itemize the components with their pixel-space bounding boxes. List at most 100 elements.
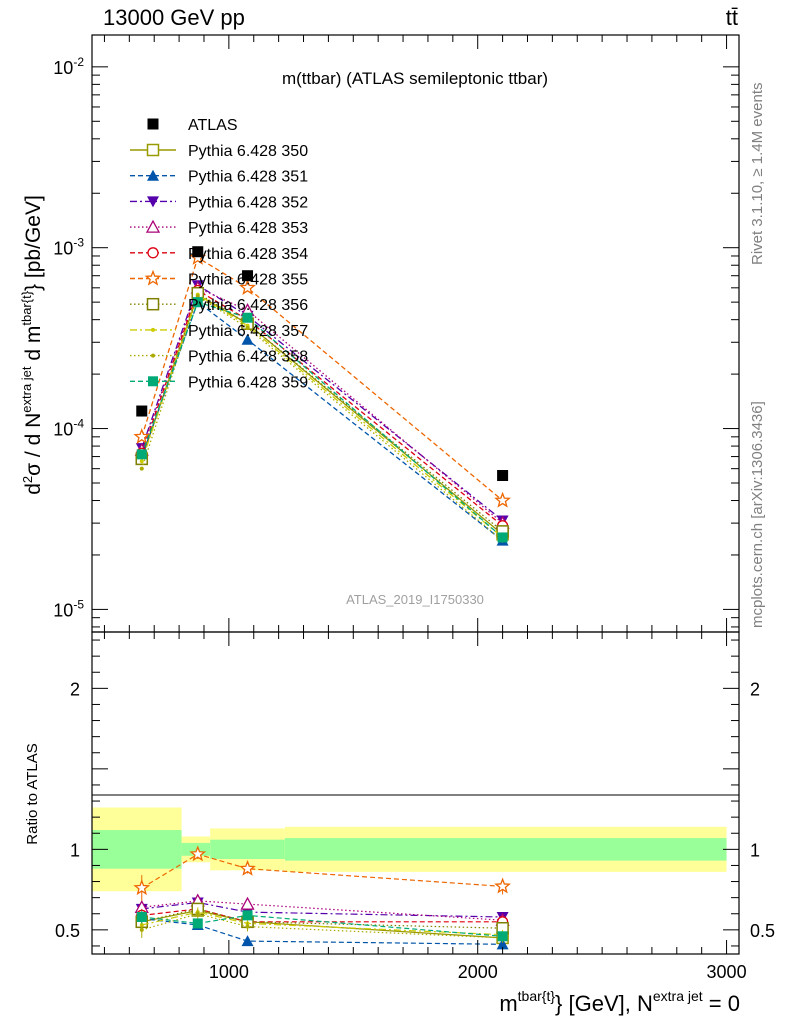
ratio-point-9-3: [497, 931, 508, 942]
axes-layer: 1000 2000 3000 10-5 10-4 10-3 10-2 0.5 0.5 1 1 2 2: [53, 35, 775, 982]
main-series-layer: [133, 246, 511, 546]
header-left: 13000 GeV pp: [103, 5, 245, 30]
x-tick-label-3000: 3000: [707, 962, 747, 982]
legend-label-6: Pythia 6.428 356: [188, 297, 308, 314]
ratio-series-line-5: [141, 853, 503, 889]
ratio-ytick-label-right-0.5: 0.5: [750, 921, 775, 941]
ratio-point-5-3: [494, 877, 511, 894]
legend-marker-atlas: [147, 118, 159, 130]
ratio-series-layer: [133, 845, 511, 950]
main-title: m(ttbar) (ATLAS semileptonic ttbar): [282, 69, 548, 88]
legend-item-3: Pythia 6.428 353: [130, 219, 308, 237]
main-series-line-9: [141, 301, 504, 538]
main-ytick-label--3: 10-3: [53, 236, 84, 259]
main-point-8-0: [139, 466, 144, 471]
ratio-series-5: [133, 845, 511, 901]
ratio-point-8-1: [195, 911, 200, 916]
main-point-9-2: [242, 312, 253, 323]
main-series-line-3: [141, 286, 504, 524]
atlas-data-point-1: [192, 246, 204, 258]
legend-label-0: Pythia 6.428 350: [188, 143, 308, 160]
legend-marker-8: [151, 353, 155, 358]
ratio-series-line-3: [141, 900, 503, 921]
ratio-series-line-6: [141, 908, 503, 929]
ratio-series-line-2: [141, 901, 503, 918]
ratio-point-8-0: [139, 927, 144, 932]
main-point-7-0: [139, 459, 144, 464]
legend-label-3: Pythia 6.428 353: [188, 220, 308, 237]
ratio-series-line-9: [141, 914, 503, 937]
legend-marker-0: [146, 143, 160, 157]
legend-marker-9: [148, 376, 158, 387]
ratio-ytick-label-left-2: 2: [70, 679, 80, 699]
main-point-9-3: [497, 532, 508, 543]
ratio-point-5-1: [189, 845, 207, 862]
legend-item-2: Pythia 6.428 352: [130, 194, 308, 211]
atlas-data-point-2: [242, 270, 254, 282]
legend-item-5: Pythia 6.428 355: [130, 269, 308, 289]
main-point-8-1: [195, 294, 200, 299]
legend-label-5: Pythia 6.428 355: [188, 272, 308, 289]
header-right: tt̄: [726, 5, 738, 30]
main-ytick-label--5: 10-5: [53, 597, 84, 620]
legend-label-1: Pythia 6.428 351: [188, 169, 308, 186]
main-point-5-3: [494, 491, 511, 508]
ratio-series-line-8: [141, 913, 503, 939]
legend-marker-7: [151, 327, 155, 332]
main-series-atlas-data: [136, 246, 509, 482]
main-point-8-2: [245, 325, 250, 330]
legend-item-1: Pythia 6.428 351: [130, 169, 308, 186]
ratio-y-axis-label: Ratio to ATLAS: [24, 743, 41, 844]
legend-label-atlas: ATLAS: [188, 117, 238, 134]
main-point-5-2: [239, 279, 256, 295]
legend-item-9: Pythia 6.428 359: [130, 374, 308, 391]
atlas-data-point-3: [497, 470, 509, 482]
ratio-band-inner-2: [210, 839, 285, 860]
atlas-data-point-0: [136, 405, 148, 417]
main-series-line-4: [141, 289, 504, 527]
legend-marker-2: [147, 196, 159, 208]
main-point-5-0: [133, 428, 151, 444]
ratio-band-inner-3: [284, 838, 727, 861]
ratio-point-5-2: [239, 859, 256, 876]
legend-item-7: Pythia 6.428 357: [130, 323, 308, 340]
ratio-ytick-label-right-1: 1: [750, 840, 760, 860]
rivet-version-label: Rivet 3.1.10, ≥ 1.4M events: [749, 83, 766, 266]
ratio-series-1: [135, 912, 509, 950]
main-point-9-0: [136, 449, 147, 460]
legend-item-8: Pythia 6.428 358: [130, 349, 308, 366]
ratio-ytick-label-left-1: 1: [70, 840, 80, 860]
ratio-point-3-2: [240, 896, 255, 910]
main-point-9-1: [192, 297, 203, 308]
legend-item-0: Pythia 6.428 350: [130, 143, 308, 160]
ratio-panel-frame: [91, 631, 740, 955]
main-y-axis-label: d2σ / d Nextra jet d mtbar{t}} [pb/GeV]: [19, 195, 45, 495]
ratio-uncertainty-bands: [92, 807, 727, 892]
legend-item-6: Pythia 6.428 356: [130, 297, 308, 314]
x-axis-label: mtbar{t}} [GeV], Nextra jet = 0: [499, 988, 740, 1016]
x-tick-label-1000: 1000: [209, 962, 249, 982]
ratio-point-9-2: [242, 910, 253, 921]
ratio-series-9: [136, 910, 508, 942]
main-series-line-7: [141, 293, 504, 538]
ratio-point-1-2: [241, 935, 254, 947]
ratio-ytick-label-right-2: 2: [750, 679, 760, 699]
ratio-point-5-0: [133, 879, 151, 896]
ratio-point-1-3: [496, 938, 509, 950]
legend-label-4: Pythia 6.428 354: [188, 246, 308, 263]
main-series-9: [136, 297, 508, 543]
legend-marker-4: [147, 247, 159, 259]
analysis-watermark: ATLAS_2019_I1750330: [346, 592, 484, 607]
main-ytick-label--4: 10-4: [53, 417, 84, 440]
ratio-point-9-0: [136, 911, 147, 922]
ratio-point-9-1: [192, 918, 203, 929]
main-series-line-5: [141, 256, 504, 501]
main-point-1-2: [241, 333, 254, 345]
legend-marker-1: [147, 169, 159, 181]
legend-item-atlas: ATLAS: [147, 117, 238, 134]
legend-marker-6: [146, 297, 160, 311]
legend-item-4: Pythia 6.428 354: [130, 246, 308, 263]
x-tick-label-2000: 2000: [458, 962, 498, 982]
ratio-ytick-label-left-0.5: 0.5: [55, 921, 80, 941]
legend-label-9: Pythia 6.428 359: [188, 374, 308, 391]
